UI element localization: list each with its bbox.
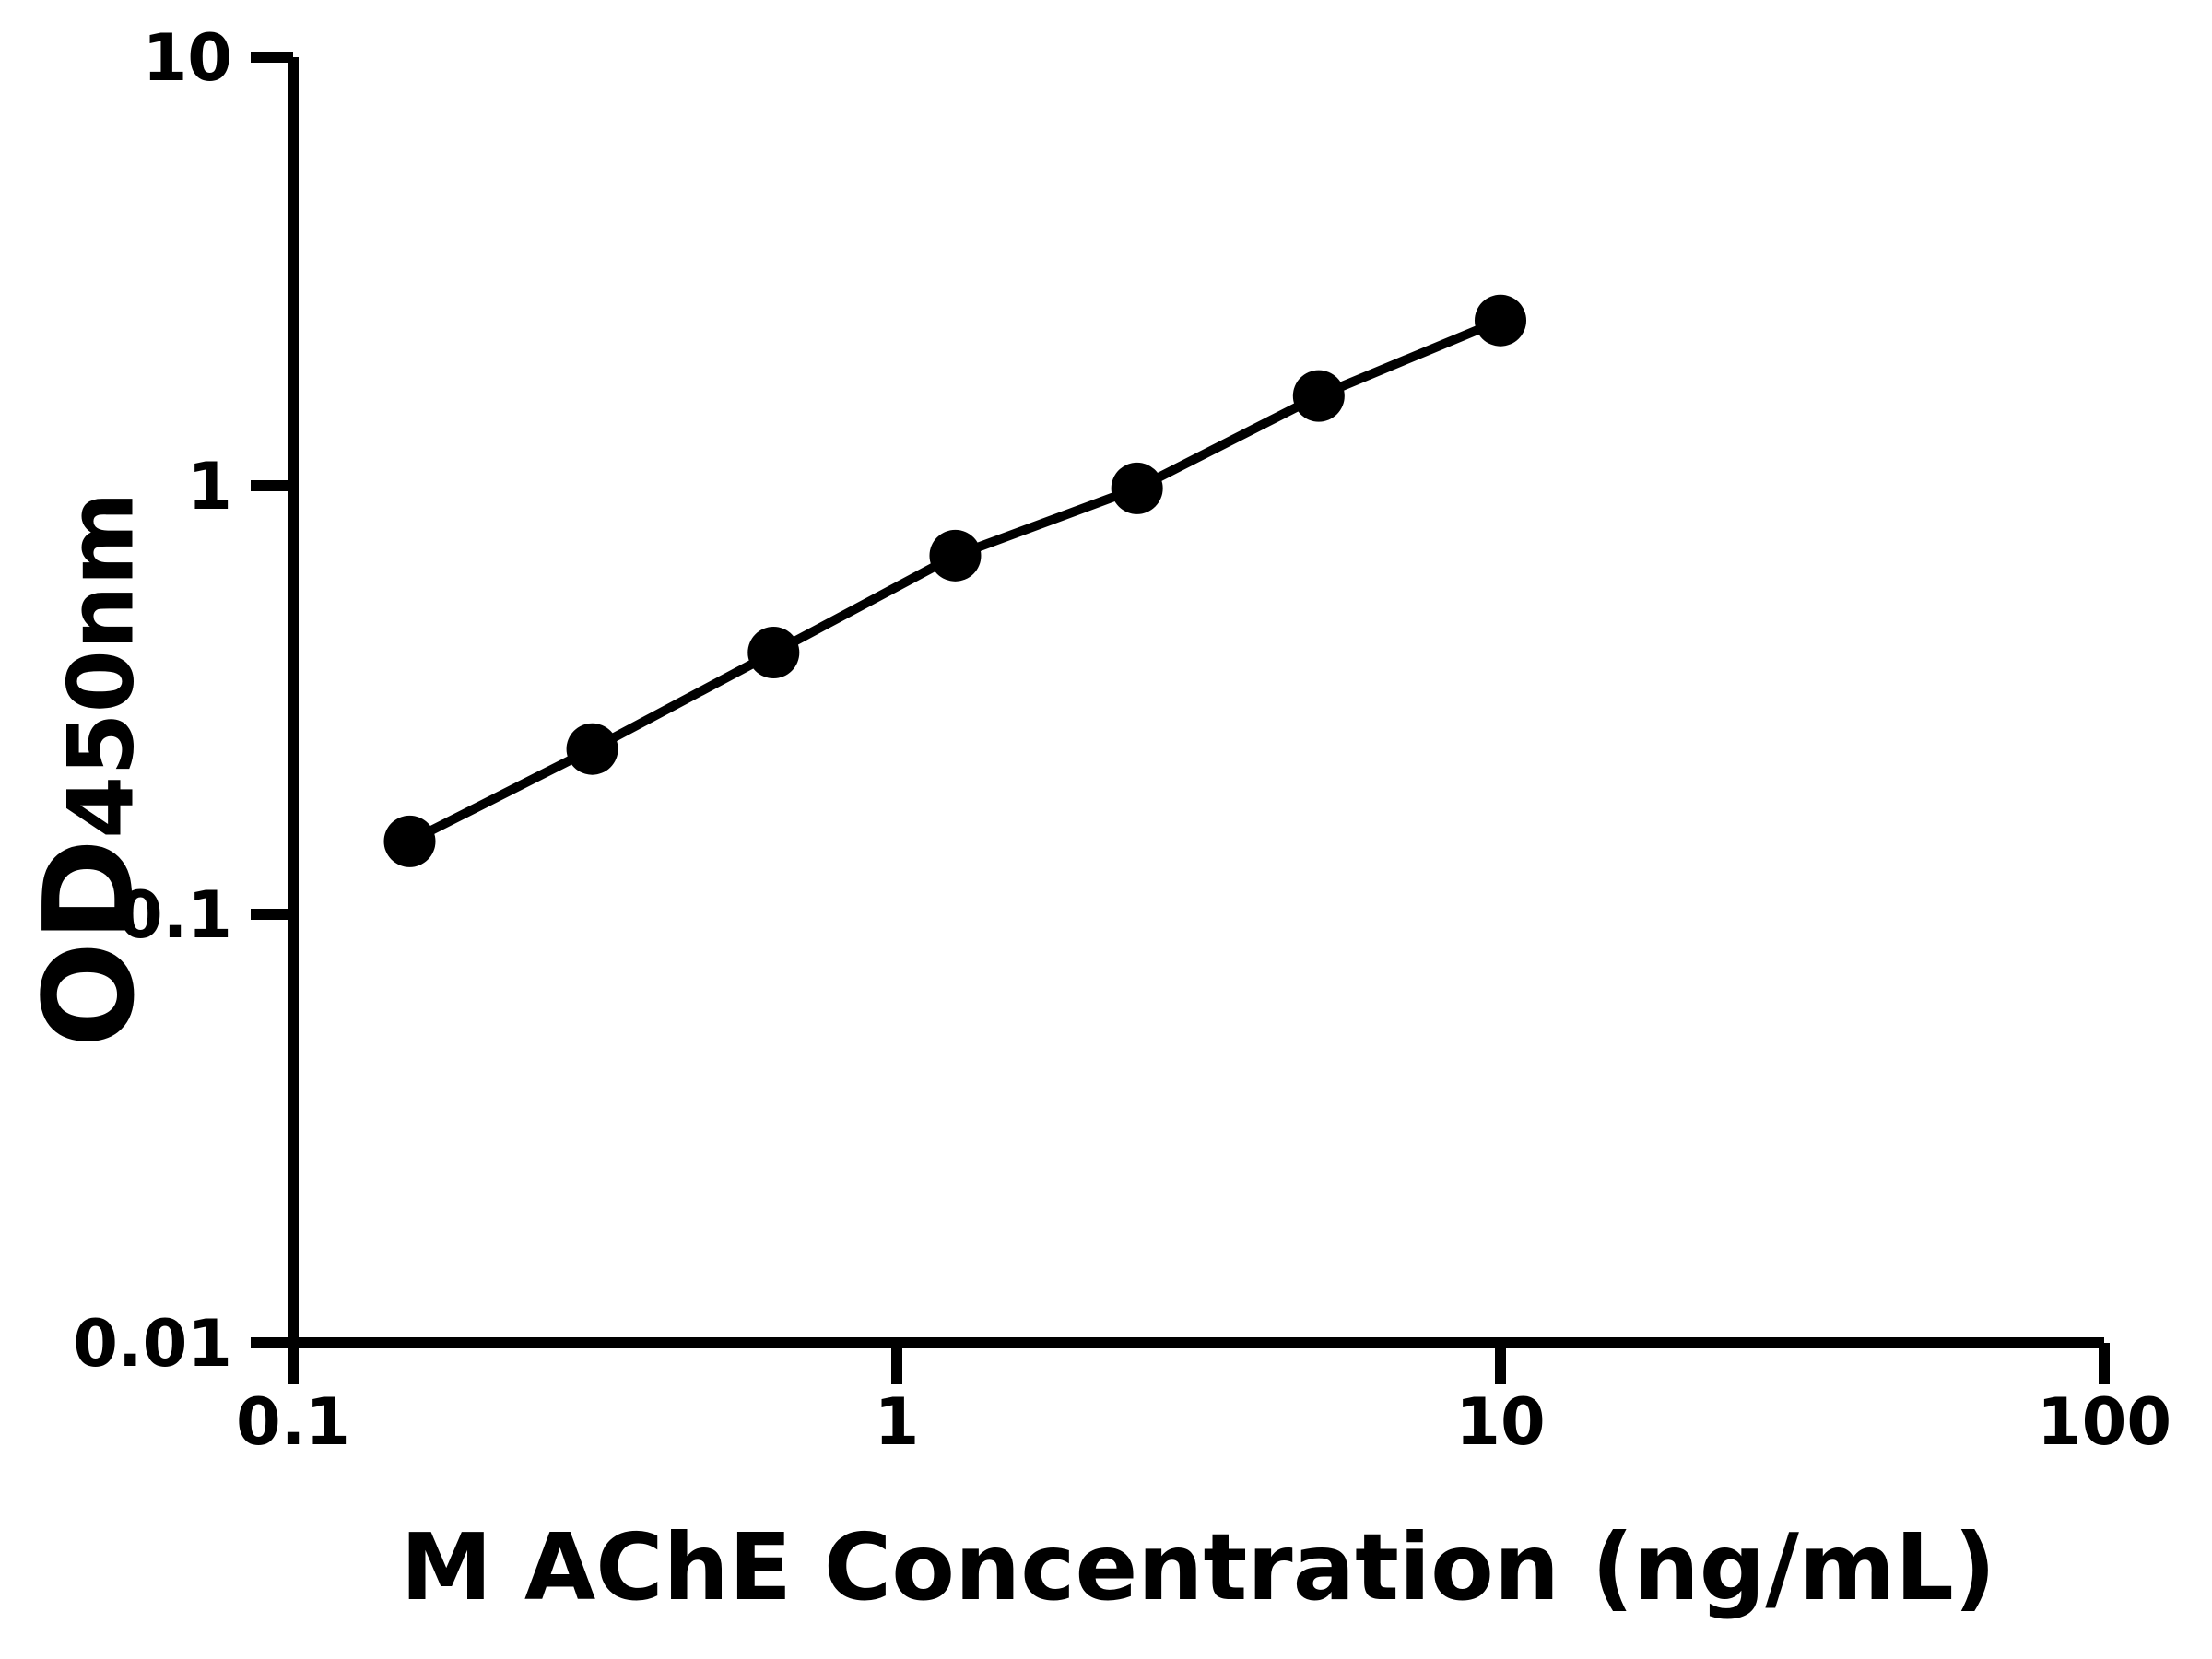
data-point-marker xyxy=(1292,370,1345,422)
y-axis-title-subscript: 450nm xyxy=(49,491,155,839)
x-tick-label: 10 xyxy=(1455,1384,1545,1460)
data-point-marker xyxy=(383,815,436,867)
data-point-marker xyxy=(1111,462,1163,514)
y-tick-label: 1 xyxy=(187,449,232,524)
y-tick-label: 0.01 xyxy=(73,1306,232,1382)
data-point-marker xyxy=(747,627,800,679)
y-axis-title: OD450nm xyxy=(18,491,162,1047)
x-tick-label: 1 xyxy=(875,1384,920,1460)
x-tick-label: 0.1 xyxy=(236,1384,350,1460)
x-axis-title: M AChE Concentration (ng/mL) xyxy=(400,1513,1996,1621)
data-point-marker xyxy=(1475,294,1526,347)
y-tick-label: 0.1 xyxy=(118,877,232,953)
x-tick-label: 100 xyxy=(2037,1384,2171,1460)
data-point-marker xyxy=(929,529,982,582)
axis-spine xyxy=(288,57,2104,1348)
data-point-marker xyxy=(566,723,618,775)
y-axis-title-main: OD xyxy=(17,838,162,1048)
y-tick-label: 10 xyxy=(143,20,232,96)
